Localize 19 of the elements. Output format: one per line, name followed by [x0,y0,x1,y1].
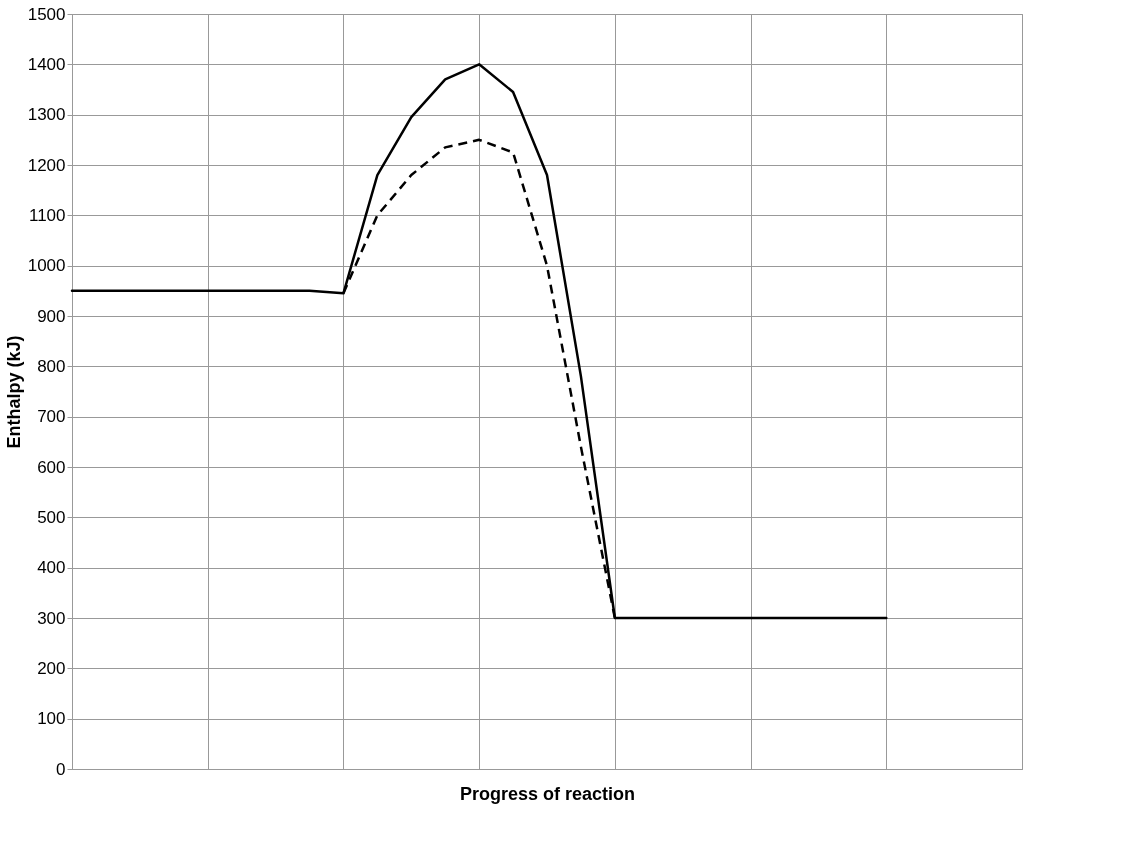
y-tick-label: 200 [37,658,66,678]
line-series [70,63,888,620]
y-tick-label: 1500 [27,4,66,24]
y-tick-label: 700 [37,407,66,427]
y-tick-label: 600 [37,457,66,477]
y-tick-label: 1000 [27,256,66,276]
y-tick-label: 1300 [27,105,66,125]
y-axis-title: Enthalpy (kJ) [3,335,24,449]
x-axis-title: Progress of reaction [459,783,636,804]
y-tick-label: 100 [37,709,66,729]
y-tick-label: 1400 [27,54,66,74]
y-tick-label: 1100 [28,205,66,225]
y-tick-label: 1200 [27,155,66,175]
y-tick-label: 800 [37,356,66,376]
y-tick-label: 300 [37,608,66,628]
y-tick-label: 400 [37,558,66,578]
y-tick-label: 500 [37,507,66,527]
y-tick-label: 900 [37,306,66,326]
y-tick-label: 0 [56,759,66,779]
